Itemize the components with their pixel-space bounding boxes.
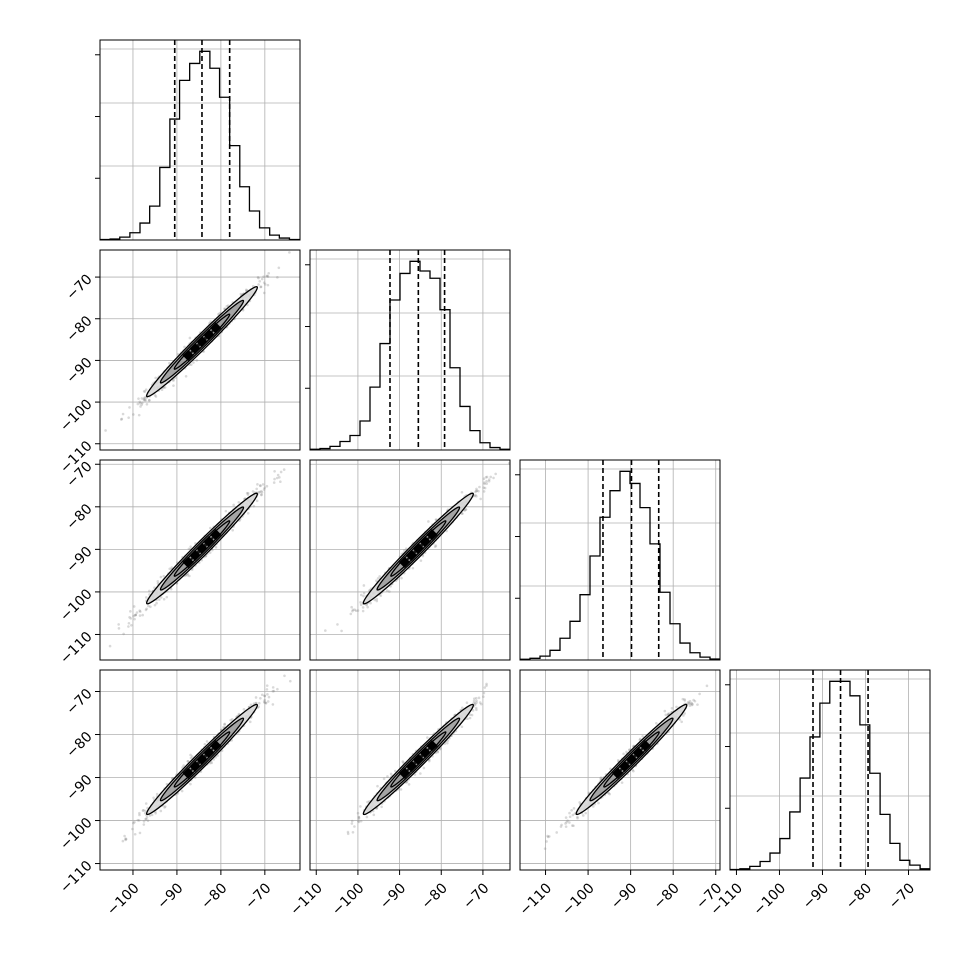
x-tick-label: −70 [460, 880, 492, 912]
density-core [189, 760, 201, 772]
histogram-panel [305, 249, 511, 451]
y-tick-label: −80 [63, 501, 95, 533]
density-core [618, 760, 631, 772]
y-tick-label: −80 [63, 729, 95, 761]
density-core [203, 535, 215, 548]
y-tick-label: −110 [57, 629, 96, 668]
panel-frame [729, 669, 931, 871]
density-core [405, 549, 418, 562]
density-core [196, 542, 208, 555]
panel-frame [309, 249, 511, 451]
x-tick-label: −90 [154, 880, 186, 912]
y-tick-label: −70 [63, 686, 95, 718]
scatter-contour-panel [519, 669, 721, 871]
panel-frame [99, 249, 301, 451]
scatter-contour-panel [99, 669, 301, 871]
histogram-steps [730, 680, 930, 870]
density-core [612, 767, 624, 779]
x-tick-label: −100 [751, 880, 790, 919]
y-tick-label: −90 [63, 355, 95, 387]
x-tick-label: −90 [800, 880, 832, 912]
scatter-contour-panel [309, 459, 511, 661]
x-tick-label: −80 [198, 880, 230, 912]
histogram-steps [310, 260, 510, 450]
histogram-panel [515, 459, 721, 661]
x-tick-label: −90 [377, 880, 409, 912]
y-tick-label: −90 [63, 772, 95, 804]
y-tick-label: −100 [57, 396, 96, 435]
y-tick-label: −80 [63, 313, 95, 345]
density-core [210, 740, 222, 752]
density-core [189, 342, 201, 355]
density-core [210, 322, 222, 334]
x-tick-label: −70 [886, 880, 918, 912]
density-core [189, 549, 201, 562]
density-core [398, 767, 411, 779]
density-core [426, 740, 438, 752]
x-tick-label: −70 [242, 880, 274, 912]
density-core [210, 529, 222, 541]
density-core [405, 760, 418, 772]
density-core [182, 349, 194, 362]
density-core [203, 329, 215, 341]
density-core [196, 336, 208, 348]
density-core [419, 535, 431, 548]
scatter-contour-panel [99, 249, 301, 451]
density-core [632, 746, 645, 759]
histogram-steps [520, 470, 720, 660]
x-tick-label: −100 [104, 880, 143, 919]
x-tick-label: −80 [651, 880, 683, 912]
density-core [182, 767, 194, 779]
panel-frame [519, 669, 721, 871]
corner-plot-panels [95, 39, 931, 871]
panel-frame [309, 669, 511, 871]
histogram-panel [95, 39, 301, 241]
density-core [625, 753, 638, 766]
density-core [419, 746, 431, 759]
x-tick-label: −90 [608, 880, 640, 912]
x-tick-label: −80 [843, 880, 875, 912]
panel-frame [99, 459, 301, 661]
density-core [639, 740, 651, 752]
histogram-panel [725, 669, 931, 871]
density-core [412, 542, 424, 555]
density-core [426, 529, 438, 541]
y-tick-label: −110 [57, 858, 96, 897]
x-tick-label: −100 [559, 880, 598, 919]
panel-frame [99, 669, 301, 871]
y-tick-label: −90 [63, 544, 95, 576]
panel-frame [519, 459, 721, 661]
y-tick-label: −100 [57, 586, 96, 625]
histogram-steps [100, 50, 300, 240]
x-tick-label: −80 [419, 880, 451, 912]
density-core [412, 753, 424, 766]
density-core [398, 556, 411, 568]
x-tick-label: −110 [287, 880, 326, 919]
density-core [203, 746, 215, 759]
x-tick-label: −100 [329, 880, 368, 919]
density-core [196, 753, 208, 766]
scatter-contour-panel [309, 669, 511, 871]
y-tick-label: −100 [57, 815, 96, 854]
x-tick-label: −110 [517, 880, 556, 919]
y-tick-label: −70 [63, 271, 95, 303]
scatter-contour-panel [99, 459, 301, 661]
panel-frame [309, 459, 511, 661]
panel-frame [99, 39, 301, 241]
density-core [182, 556, 194, 568]
